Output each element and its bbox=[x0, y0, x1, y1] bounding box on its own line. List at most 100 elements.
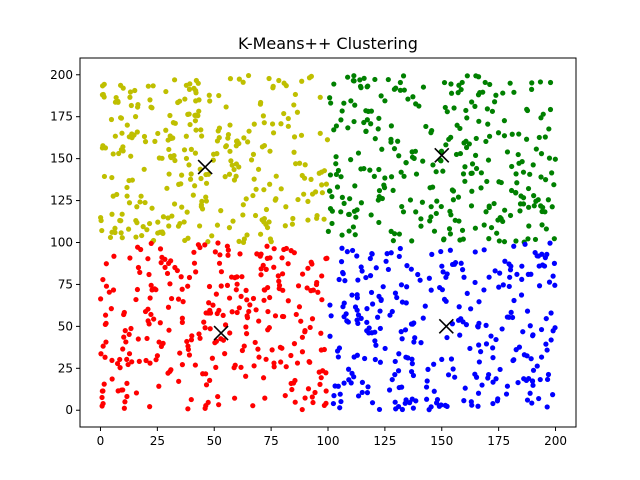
data-point-cluster-4 bbox=[376, 406, 383, 413]
data-point-cluster-1 bbox=[291, 102, 297, 108]
data-point-cluster-1 bbox=[131, 132, 137, 138]
data-point-cluster-3 bbox=[120, 346, 126, 352]
data-point-cluster-2 bbox=[453, 151, 460, 158]
data-point-cluster-3 bbox=[299, 334, 305, 340]
data-point-cluster-4 bbox=[378, 297, 384, 303]
data-point-cluster-3 bbox=[145, 256, 151, 262]
data-point-cluster-4 bbox=[550, 392, 556, 398]
data-point-cluster-3 bbox=[212, 249, 218, 255]
data-point-cluster-1 bbox=[285, 123, 291, 129]
data-point-cluster-1 bbox=[281, 80, 287, 86]
data-point-cluster-4 bbox=[536, 395, 542, 402]
data-point-cluster-4 bbox=[486, 274, 492, 280]
data-point-cluster-4 bbox=[530, 367, 537, 373]
data-point-cluster-4 bbox=[490, 379, 496, 385]
data-point-cluster-3 bbox=[136, 358, 142, 364]
data-point-cluster-2 bbox=[464, 115, 470, 121]
data-point-cluster-2 bbox=[463, 107, 469, 114]
data-point-cluster-4 bbox=[428, 287, 434, 293]
data-point-cluster-4 bbox=[358, 315, 364, 321]
data-point-cluster-1 bbox=[230, 218, 236, 224]
data-point-cluster-2 bbox=[338, 209, 344, 215]
data-point-cluster-1 bbox=[186, 86, 193, 92]
data-point-cluster-1 bbox=[266, 75, 272, 82]
data-point-cluster-3 bbox=[236, 305, 242, 311]
data-point-cluster-1 bbox=[171, 77, 178, 83]
data-point-cluster-4 bbox=[335, 354, 341, 360]
data-point-cluster-3 bbox=[126, 331, 132, 338]
data-point-cluster-1 bbox=[135, 102, 141, 108]
data-point-cluster-2 bbox=[472, 103, 478, 109]
data-point-cluster-1 bbox=[228, 158, 234, 164]
data-point-cluster-3 bbox=[296, 304, 303, 310]
data-point-cluster-3 bbox=[319, 273, 325, 279]
centroid-marker-3 bbox=[213, 325, 229, 341]
data-point-cluster-4 bbox=[532, 249, 538, 256]
data-point-cluster-4 bbox=[364, 319, 370, 325]
data-point-cluster-1 bbox=[167, 112, 173, 119]
data-point-cluster-2 bbox=[441, 79, 448, 86]
data-point-cluster-4 bbox=[528, 356, 534, 362]
data-point-cluster-4 bbox=[399, 336, 405, 342]
data-point-cluster-2 bbox=[327, 188, 333, 194]
data-point-cluster-1 bbox=[146, 220, 153, 227]
data-point-cluster-1 bbox=[299, 172, 305, 179]
data-point-cluster-3 bbox=[280, 287, 286, 293]
data-point-cluster-4 bbox=[527, 323, 533, 329]
data-point-cluster-2 bbox=[448, 90, 455, 96]
data-point-cluster-4 bbox=[538, 326, 545, 333]
data-point-cluster-3 bbox=[285, 261, 291, 267]
data-point-cluster-4 bbox=[544, 251, 550, 257]
data-point-cluster-1 bbox=[164, 185, 170, 191]
data-point-cluster-4 bbox=[386, 387, 393, 393]
data-point-cluster-2 bbox=[385, 76, 391, 83]
data-point-cluster-1 bbox=[305, 198, 311, 205]
data-point-cluster-3 bbox=[244, 297, 250, 303]
data-point-cluster-1 bbox=[112, 133, 118, 139]
data-point-cluster-1 bbox=[244, 232, 250, 238]
data-point-cluster-3 bbox=[196, 331, 202, 337]
data-point-cluster-1 bbox=[110, 151, 116, 157]
data-point-cluster-2 bbox=[411, 155, 417, 161]
data-point-cluster-1 bbox=[138, 193, 144, 199]
data-point-cluster-3 bbox=[133, 296, 139, 303]
data-point-cluster-2 bbox=[473, 73, 479, 79]
data-point-cluster-1 bbox=[199, 133, 205, 139]
data-point-cluster-1 bbox=[231, 166, 237, 173]
data-point-cluster-3 bbox=[216, 402, 222, 408]
data-point-cluster-3 bbox=[135, 244, 141, 250]
data-point-cluster-1 bbox=[267, 148, 273, 154]
data-point-cluster-3 bbox=[285, 298, 291, 304]
data-point-cluster-1 bbox=[253, 186, 259, 192]
data-point-cluster-3 bbox=[158, 260, 164, 266]
data-point-cluster-3 bbox=[214, 310, 220, 317]
data-point-cluster-2 bbox=[539, 222, 545, 228]
data-point-cluster-2 bbox=[546, 155, 553, 161]
data-point-cluster-1 bbox=[296, 160, 303, 166]
data-point-cluster-3 bbox=[164, 270, 171, 277]
data-point-cluster-4 bbox=[349, 292, 355, 298]
data-point-cluster-3 bbox=[125, 361, 131, 368]
data-point-cluster-4 bbox=[483, 341, 490, 347]
data-point-cluster-3 bbox=[267, 294, 273, 301]
data-point-cluster-2 bbox=[364, 117, 370, 123]
data-point-cluster-2 bbox=[448, 134, 454, 140]
x-tick-label: 75 bbox=[263, 434, 278, 448]
data-point-cluster-4 bbox=[425, 366, 431, 372]
data-point-cluster-4 bbox=[408, 266, 414, 272]
data-point-cluster-1 bbox=[192, 112, 198, 118]
data-point-cluster-3 bbox=[184, 338, 190, 345]
data-point-cluster-1 bbox=[126, 134, 132, 140]
data-point-cluster-3 bbox=[302, 395, 308, 401]
data-point-cluster-4 bbox=[537, 376, 543, 383]
data-point-cluster-4 bbox=[472, 249, 478, 255]
data-point-cluster-3 bbox=[147, 295, 153, 301]
data-point-cluster-2 bbox=[396, 153, 402, 159]
data-point-cluster-3 bbox=[189, 333, 195, 339]
data-point-cluster-4 bbox=[504, 383, 511, 389]
data-point-cluster-3 bbox=[288, 248, 294, 254]
data-point-cluster-3 bbox=[172, 264, 178, 271]
data-point-cluster-4 bbox=[392, 290, 399, 296]
data-point-cluster-2 bbox=[478, 170, 484, 176]
data-point-cluster-1 bbox=[137, 199, 143, 205]
